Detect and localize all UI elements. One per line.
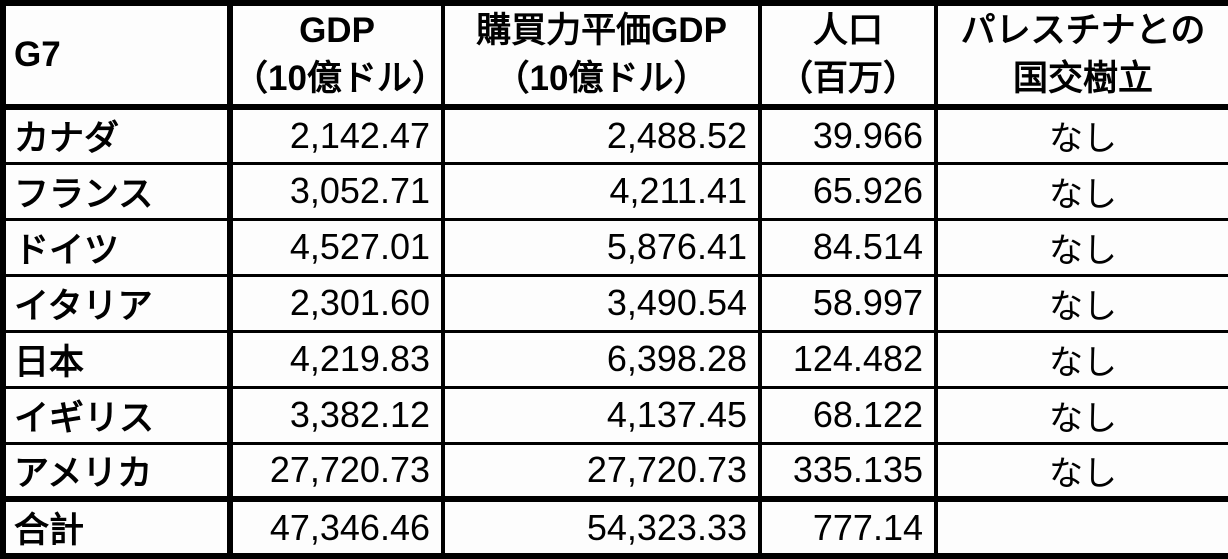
ppp-gdp-cell: 27,720.73 — [441, 441, 762, 501]
gdp-cell: 2,301.60 — [228, 273, 445, 333]
header-gdp-line1: GDP — [299, 10, 375, 50]
population-cell: 84.514 — [758, 217, 938, 277]
header-gdp: GDP （10億ドル） — [228, 1, 445, 110]
gdp-total-cell: 47,346.46 — [228, 496, 445, 558]
header-gdp-line2: （10億ドル） — [233, 59, 443, 98]
population-cell: 124.482 — [758, 329, 938, 389]
palestine-cell: なし — [934, 385, 1228, 445]
gdp-cell: 27,720.73 — [228, 441, 445, 501]
country-cell: イタリア — [1, 273, 233, 333]
ppp-gdp-cell: 6,398.28 — [441, 329, 762, 389]
population-cell: 335.135 — [758, 441, 938, 501]
population-total-cell: 777.14 — [758, 496, 938, 558]
palestine-cell: なし — [934, 329, 1228, 389]
table-row-germany: ドイツ 4,527.01 5,876.41 84.514 なし — [1, 217, 1228, 277]
ppp-gdp-total-cell: 54,323.33 — [441, 496, 762, 558]
country-cell: アメリカ — [1, 441, 233, 501]
country-cell: 日本 — [1, 329, 233, 389]
population-cell: 58.997 — [758, 273, 938, 333]
header-ppp-gdp: 購買力平価GDP （10億ドル） — [441, 1, 762, 110]
header-population-line2: （百万） — [777, 59, 918, 98]
palestine-cell: なし — [934, 105, 1228, 165]
ppp-gdp-cell: 4,137.45 — [441, 385, 762, 445]
ppp-gdp-cell: 4,211.41 — [441, 161, 762, 221]
palestine-cell: なし — [934, 441, 1228, 501]
gdp-cell: 2,142.47 — [228, 105, 445, 165]
population-cell: 39.966 — [758, 105, 938, 165]
palestine-total-cell — [934, 496, 1228, 558]
gdp-cell: 3,052.71 — [228, 161, 445, 221]
header-ppp-gdp-line1: 購買力平価GDP — [476, 10, 727, 50]
header-population-line1: 人口 — [812, 10, 883, 50]
ppp-gdp-cell: 5,876.41 — [441, 217, 762, 277]
palestine-cell: なし — [934, 217, 1228, 277]
palestine-cell: なし — [934, 273, 1228, 333]
header-palestine-line2: 国交樹立 — [1012, 59, 1153, 98]
population-cell: 65.926 — [758, 161, 938, 221]
header-ppp-gdp-line2: （10億ドル） — [494, 59, 709, 98]
table-row-italy: イタリア 2,301.60 3,490.54 58.997 なし — [1, 273, 1228, 333]
header-population: 人口 （百万） — [758, 1, 938, 110]
table-row-uk: イギリス 3,382.12 4,137.45 68.122 なし — [1, 385, 1228, 445]
table-row-usa: アメリカ 27,720.73 27,720.73 335.135 なし — [1, 441, 1228, 501]
table-row-total: 合計 47,346.46 54,323.33 777.14 — [1, 496, 1228, 558]
country-cell: ドイツ — [1, 217, 233, 277]
gdp-cell: 4,219.83 — [228, 329, 445, 389]
country-cell: フランス — [1, 161, 233, 221]
table-row-france: フランス 3,052.71 4,211.41 65.926 なし — [1, 161, 1228, 221]
country-cell: イギリス — [1, 385, 233, 445]
gdp-cell: 4,527.01 — [228, 217, 445, 277]
population-cell: 68.122 — [758, 385, 938, 445]
header-palestine-line1: パレスチナとの — [960, 10, 1206, 50]
header-palestine: パレスチナとの 国交樹立 — [934, 1, 1228, 110]
header-row: G7 GDP （10億ドル） 購買力平価GDP （10億ドル） 人口 （百万） … — [1, 1, 1228, 110]
country-cell: カナダ — [1, 105, 233, 165]
header-g7: G7 — [1, 1, 233, 110]
total-label-cell: 合計 — [1, 496, 233, 558]
palestine-cell: なし — [934, 161, 1228, 221]
table-row-japan: 日本 4,219.83 6,398.28 124.482 なし — [1, 329, 1228, 389]
ppp-gdp-cell: 3,490.54 — [441, 273, 762, 333]
table-row-canada: カナダ 2,142.47 2,488.52 39.966 なし — [1, 105, 1228, 165]
gdp-cell: 3,382.12 — [228, 385, 445, 445]
ppp-gdp-cell: 2,488.52 — [441, 105, 762, 165]
